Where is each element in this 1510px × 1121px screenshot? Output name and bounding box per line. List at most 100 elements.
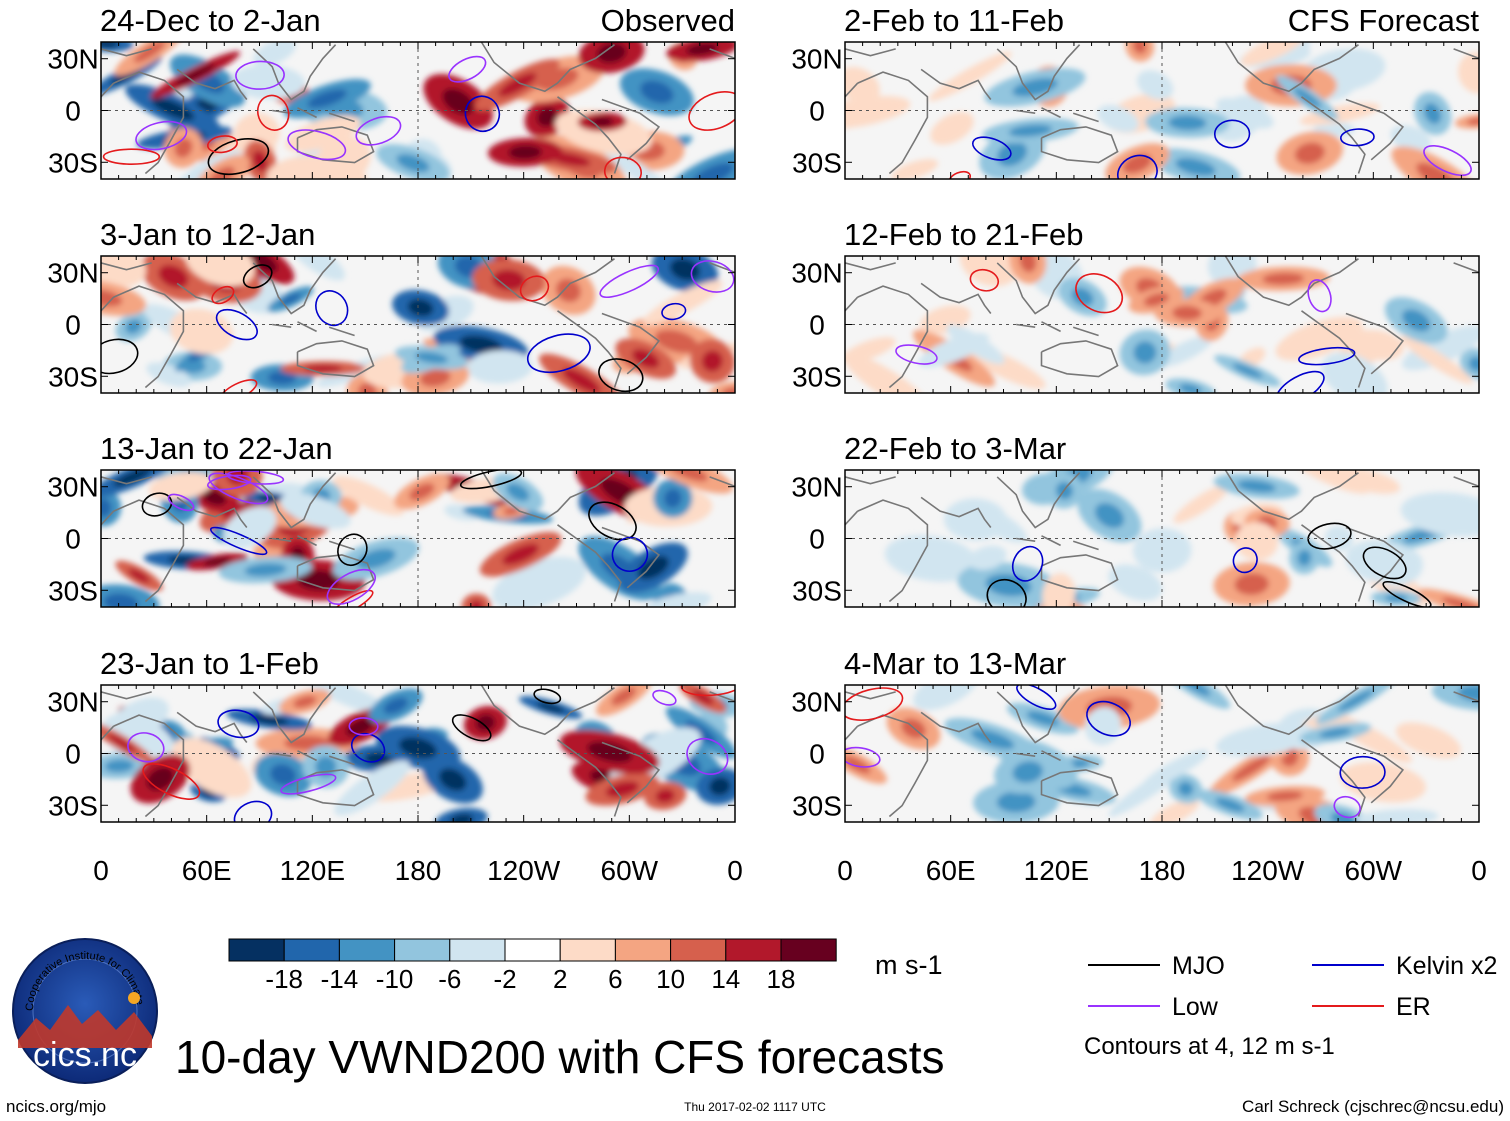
anomaly-cell (1173, 484, 1230, 523)
contour-er (219, 379, 258, 393)
anomaly-cell (1400, 492, 1479, 537)
y-tick-label: 30N (47, 472, 98, 503)
anomaly-field (101, 470, 735, 607)
contour-kelvin-x2 (315, 290, 349, 327)
x-tick-label: 180 (395, 855, 442, 886)
contour-low (355, 115, 402, 146)
anomaly-core (270, 764, 297, 786)
contour-low (167, 493, 195, 512)
contour-mjo (533, 688, 562, 705)
footer-author: Carl Schreck (cjschrec@ncsu.edu) (1242, 1097, 1504, 1116)
anomaly-cell (1137, 70, 1174, 100)
anomaly-cell (1235, 522, 1279, 561)
anomaly-core (691, 162, 734, 179)
anomaly-core (591, 116, 614, 127)
anomaly-cell (641, 592, 712, 607)
coastlines (845, 685, 1479, 818)
anomaly-cell (467, 350, 533, 384)
x-tick-label: 60E (182, 855, 232, 886)
contour-kelvin-x2 (217, 709, 260, 739)
anomaly-core (267, 370, 297, 385)
contour-kelvin-x2 (1213, 119, 1251, 149)
contour-mjo (337, 533, 368, 567)
contour-er (948, 170, 972, 179)
anomaly-cell (918, 333, 990, 368)
anomaly-cell (1288, 470, 1370, 494)
anomaly-core (203, 557, 232, 566)
anomaly-core (296, 570, 340, 591)
colorbar-label: -10 (376, 964, 414, 994)
contour-er (519, 275, 550, 302)
panel-period: 12-Feb to 21-Feb (844, 217, 1084, 252)
colorbar-bin (670, 938, 727, 962)
y-tick-label: 0 (65, 739, 81, 770)
contour-low (208, 472, 269, 505)
anomaly-core (113, 470, 152, 487)
panel-period: 3-Jan to 12-Jan (100, 217, 315, 252)
anomaly-core (1424, 102, 1442, 125)
contour-kelvin-x2 (1117, 154, 1158, 179)
colorbar-bin (614, 938, 672, 962)
anomaly-field (101, 685, 735, 822)
anomaly-cell (884, 535, 979, 582)
anomaly-core (1416, 162, 1458, 179)
anomaly-cell (913, 685, 979, 711)
contour-low (348, 717, 379, 736)
anomaly-core (1466, 117, 1479, 126)
y-tick-label: 30S (48, 361, 98, 392)
contour-kelvin-x2 (1275, 370, 1325, 393)
y-tick-label: 30N (47, 687, 98, 718)
wave-contours (845, 685, 1386, 819)
colorbar-bin (559, 938, 616, 962)
x-tick-label: 0 (1471, 855, 1487, 886)
colorbar-label: 2 (553, 964, 567, 994)
anomaly-field (845, 685, 1479, 822)
anomaly-core (1293, 87, 1322, 108)
anomaly-core (1319, 727, 1352, 738)
contour-er (332, 589, 374, 607)
anomaly-core (409, 483, 435, 501)
colorbar-label: -6 (438, 964, 461, 994)
anomaly-core (1168, 115, 1207, 131)
contour-kelvin-x2 (611, 536, 649, 573)
legend-label: Low (1172, 993, 1219, 1021)
colorbar-bin (228, 938, 285, 962)
contour-mjo (986, 578, 1027, 607)
colorbar-bin (504, 938, 561, 962)
contour-low (287, 129, 347, 161)
y-tick-label: 0 (65, 524, 81, 555)
anomaly-cell (928, 51, 1012, 102)
anomaly-cell (590, 139, 675, 179)
anomaly-cell (962, 502, 1028, 543)
x-tick-label: 60W (601, 855, 659, 886)
contour-mjo (141, 492, 173, 517)
contour-note: Contours at 4, 12 m s-1 (1084, 1033, 1335, 1060)
logo-wordmark: cics.nc (33, 1036, 137, 1074)
wave-contours (895, 268, 1356, 393)
x-tick-label: 0 (837, 855, 853, 886)
chart-title: 10-day VWND200 with CFS forecasts (175, 1031, 945, 1083)
anomaly-core (1297, 549, 1312, 566)
anomaly-core (398, 737, 438, 759)
colorbar-label: 10 (656, 964, 685, 994)
wave-contours (948, 119, 1472, 179)
anomaly-core (438, 768, 467, 792)
anomaly-cell (1150, 798, 1200, 822)
contour-low (895, 344, 938, 365)
anomaly-core (1232, 363, 1263, 379)
anomaly-core (1026, 711, 1060, 726)
contour-kelvin-x2 (526, 333, 591, 374)
map-panel: 30N 0 30S 22-Feb to 3-Mar (791, 431, 1480, 608)
contour-er (211, 285, 235, 305)
anomaly-core (1179, 383, 1202, 393)
colorbar-label: 18 (767, 964, 796, 994)
anomaly-core (1008, 124, 1053, 137)
x-tick-label: 120W (487, 855, 561, 886)
anomaly-core (128, 568, 150, 583)
map-panel: 30N 0 30S 23-Jan to 1-Feb (47, 646, 736, 823)
anomaly-cell (146, 362, 192, 387)
anomaly-core (498, 72, 537, 97)
map-panel: 30N 0 30S 13-Jan to 22-Jan (47, 431, 736, 608)
colorbar-label: -2 (493, 964, 516, 994)
anomaly-core (358, 382, 377, 393)
